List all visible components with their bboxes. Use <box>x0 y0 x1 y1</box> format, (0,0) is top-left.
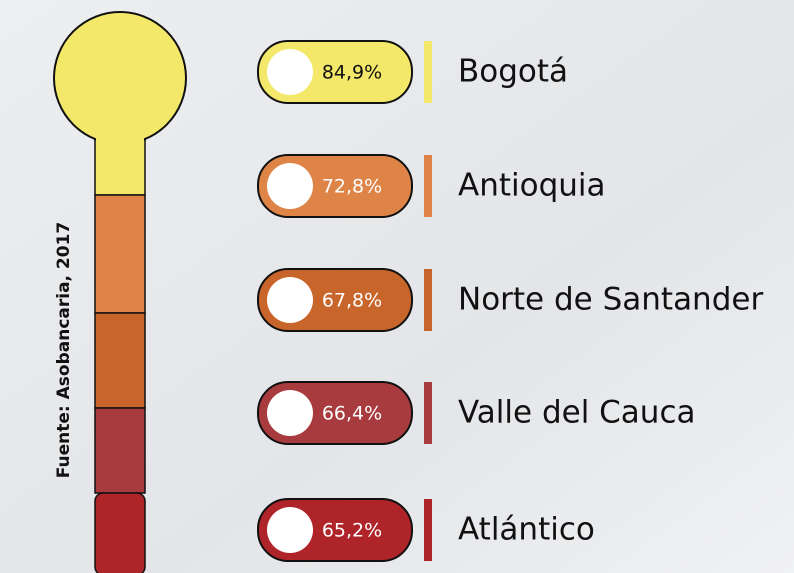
pill-dot <box>267 277 313 323</box>
bulb <box>53 11 187 145</box>
tube-segment <box>94 407 146 494</box>
source-note: Fuente: Asobancaria, 2017 <box>54 222 74 479</box>
category-label: Antioquia <box>458 168 606 204</box>
color-bar <box>424 155 432 217</box>
category-label: Norte de Santander <box>458 282 763 318</box>
category-label: Atlántico <box>458 512 595 548</box>
pill-dot <box>267 49 313 95</box>
color-bar <box>424 41 432 103</box>
thermometer <box>53 11 187 573</box>
tube-segment <box>94 492 146 573</box>
pill-dot <box>267 163 313 209</box>
rows: 84,9% Bogotá 72,8% Antioquia 67,8% Norte de S… <box>257 40 763 562</box>
value-label: 67,8% <box>322 290 382 312</box>
pill-dot <box>267 390 313 436</box>
value-label: 72,8% <box>322 176 382 198</box>
color-bar <box>424 382 432 444</box>
value-label: 65,2% <box>322 520 382 542</box>
tube-segment <box>94 194 146 314</box>
value-label: 84,9% <box>322 62 382 84</box>
tube-joint <box>96 130 144 160</box>
category-label: Bogotá <box>458 54 568 90</box>
pill-dot <box>267 507 313 553</box>
category-label: Valle del Cauca <box>458 395 696 431</box>
value-label: 66,4% <box>322 403 382 425</box>
color-bar <box>424 269 432 331</box>
color-bar <box>424 499 432 561</box>
tube-segment <box>94 312 146 409</box>
